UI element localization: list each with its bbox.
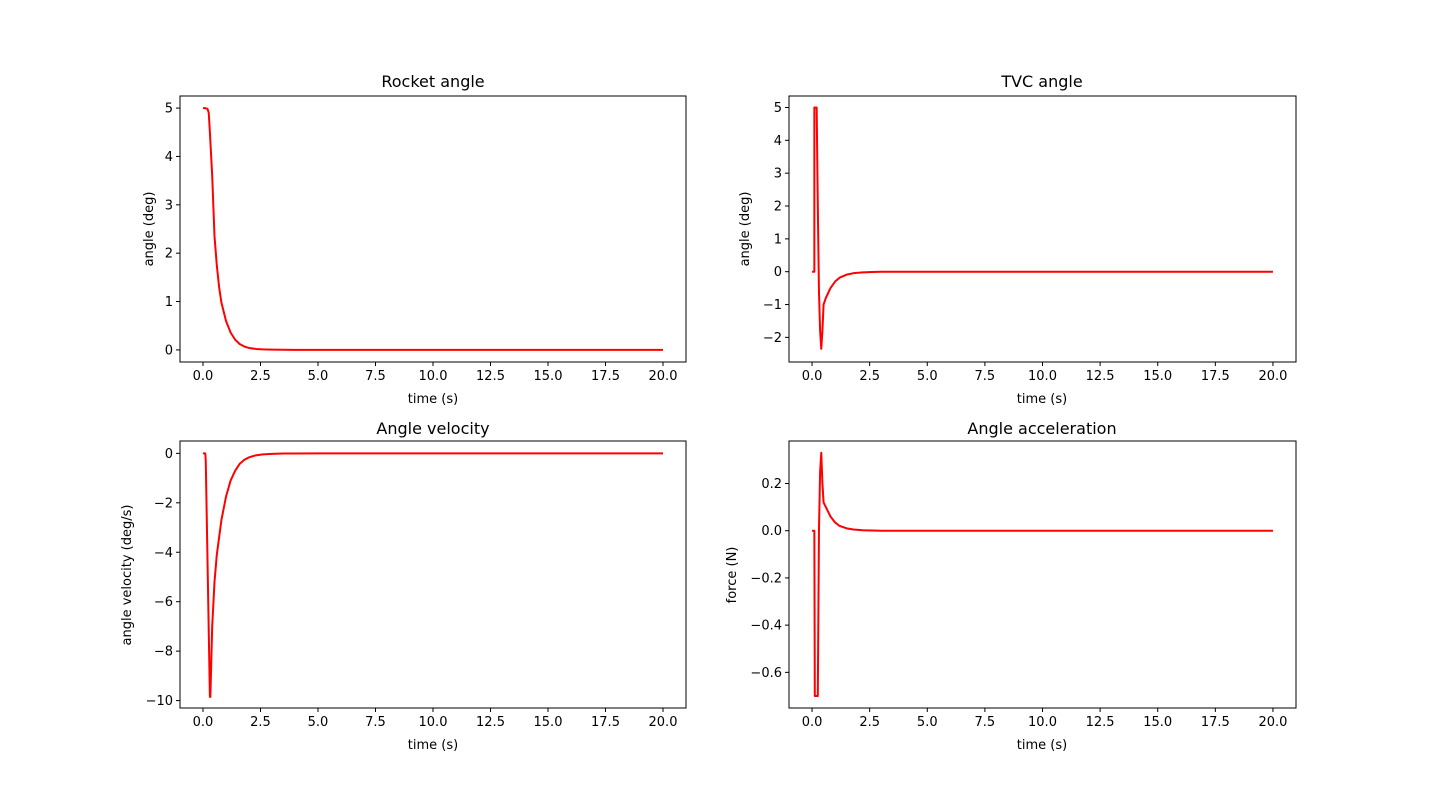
y-axis-label: force (N) — [725, 547, 740, 604]
y-tick-label: 0.0 — [761, 524, 782, 539]
x-tick-label: 0.0 — [802, 715, 823, 730]
x-tick-label: 2.5 — [250, 369, 271, 384]
series-line-angle-acceleration — [812, 451, 1273, 697]
x-axis-label: time (s) — [1017, 738, 1067, 753]
x-tick-label: 7.5 — [365, 715, 386, 730]
y-tick-label: −4 — [154, 546, 173, 561]
y-tick-label: 2 — [165, 247, 173, 262]
y-tick-label: −6 — [154, 595, 173, 610]
x-tick-label: 0.0 — [193, 715, 214, 730]
x-tick-label: 7.5 — [975, 715, 996, 730]
y-tick-label: −2 — [154, 496, 173, 511]
y-tick-label: −0.6 — [750, 666, 782, 681]
chart-title: TVC angle — [1000, 72, 1082, 91]
y-tick-label: −0.2 — [750, 571, 782, 586]
x-tick-label: 12.5 — [476, 715, 505, 730]
chart-title: Rocket angle — [381, 72, 484, 91]
y-tick-label: 3 — [165, 198, 173, 213]
x-tick-label: 17.5 — [591, 715, 620, 730]
x-tick-label: 10.0 — [1028, 369, 1057, 384]
axes-frame — [788, 95, 1297, 363]
y-tick-label: −1 — [763, 298, 782, 313]
x-tick-label: 12.5 — [1086, 715, 1115, 730]
chart-title: Angle velocity — [376, 419, 489, 438]
series-line-tvc-angle — [812, 106, 1273, 350]
x-tick-label: 7.5 — [975, 369, 996, 384]
x-tick-label: 10.0 — [419, 369, 448, 384]
y-tick-label: 1 — [165, 295, 173, 310]
y-axis-label: angle velocity (deg/s) — [120, 505, 135, 646]
subplot-tvc-angle: TVC angle 0.0 2.5 5.0 7.5 10.0 12.5 15.0 17.5 20… — [738, 72, 1297, 407]
x-tick-label: 12.5 — [476, 369, 505, 384]
y-tick-label: 0.2 — [761, 477, 782, 492]
y-tick-label: 3 — [774, 167, 782, 182]
y-tick-label: −10 — [146, 694, 173, 709]
x-tick-label: 10.0 — [1028, 715, 1057, 730]
subplot-rocket-angle: Rocket angle 0.0 2.5 5.0 7.5 10.0 12.5 15.0 17.… — [142, 72, 687, 407]
x-tick-label: 0.0 — [193, 369, 214, 384]
y-tick-label: −0.4 — [750, 619, 782, 634]
axes-frame — [179, 440, 687, 709]
x-tick-label: 17.5 — [591, 369, 620, 384]
x-axis-label: time (s) — [408, 738, 458, 753]
subplot-angle-acceleration: Angle acceleration 0.0 2.5 5.0 7.5 10.0 12.5 1… — [725, 419, 1297, 753]
y-tick-label: 1 — [774, 232, 782, 247]
x-tick-label: 15.0 — [1143, 715, 1172, 730]
y-tick-label: 0 — [774, 265, 782, 280]
y-tick-label: 4 — [165, 150, 173, 165]
y-tick-label: −8 — [154, 645, 173, 660]
series-line-angle-velocity — [203, 452, 663, 698]
x-axis-label: time (s) — [408, 392, 458, 407]
y-axis-label: angle (deg) — [738, 192, 753, 267]
y-tick-label: 0 — [165, 343, 173, 358]
axes-frame — [179, 95, 687, 363]
y-tick-label: 2 — [774, 200, 782, 215]
y-tick-label: −2 — [763, 331, 782, 346]
y-tick-label: 5 — [774, 101, 782, 116]
x-tick-label: 20.0 — [649, 369, 678, 384]
y-tick-label: 0 — [165, 447, 173, 462]
x-tick-label: 17.5 — [1201, 369, 1230, 384]
x-tick-label: 5.0 — [308, 715, 329, 730]
x-tick-label: 17.5 — [1201, 715, 1230, 730]
x-tick-label: 0.0 — [802, 369, 823, 384]
x-tick-label: 2.5 — [859, 369, 880, 384]
x-tick-label: 5.0 — [917, 369, 938, 384]
x-axis-label: time (s) — [1017, 392, 1067, 407]
x-tick-label: 15.0 — [534, 715, 563, 730]
x-tick-label: 20.0 — [1258, 369, 1287, 384]
x-tick-label: 5.0 — [308, 369, 329, 384]
x-tick-label: 5.0 — [917, 715, 938, 730]
x-tick-label: 15.0 — [534, 369, 563, 384]
x-tick-label: 20.0 — [1258, 715, 1287, 730]
x-tick-label: 12.5 — [1086, 369, 1115, 384]
y-tick-label: 4 — [774, 134, 782, 149]
subplot-angle-velocity: Angle velocity 0.0 2.5 5.0 7.5 10.0 12.5 15.0 1… — [120, 419, 687, 753]
x-tick-label: 20.0 — [649, 715, 678, 730]
x-tick-label: 15.0 — [1143, 369, 1172, 384]
y-axis-label: angle (deg) — [142, 192, 157, 267]
x-tick-label: 2.5 — [859, 715, 880, 730]
chart-title: Angle acceleration — [967, 419, 1116, 438]
x-tick-label: 10.0 — [419, 715, 448, 730]
series-line-rocket-angle — [203, 107, 663, 351]
y-tick-label: 5 — [165, 102, 173, 117]
x-tick-label: 2.5 — [250, 715, 271, 730]
axes-frame — [788, 440, 1297, 709]
x-tick-label: 7.5 — [365, 369, 386, 384]
